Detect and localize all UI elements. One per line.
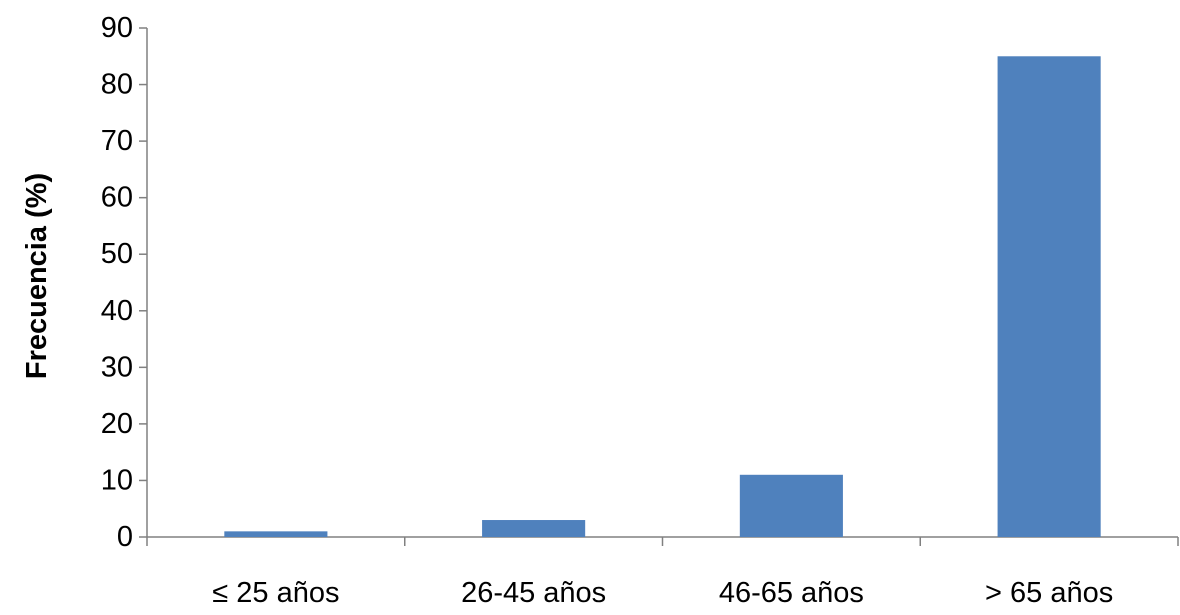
x-tick-label: 26-45 años	[461, 577, 606, 609]
y-tick-label: 50	[101, 238, 133, 270]
y-tick-label: 0	[117, 521, 133, 553]
bar	[739, 474, 843, 537]
y-tick-label: 40	[101, 295, 133, 327]
bar	[224, 531, 328, 537]
y-axis-title: Frecuencia (%)	[21, 173, 53, 379]
y-tick-label: 20	[101, 408, 133, 440]
bar	[997, 56, 1101, 538]
y-tick-label: 60	[101, 182, 133, 214]
x-tick-label: 46-65 años	[719, 577, 864, 609]
x-tick-label: ≤ 25 años	[212, 577, 339, 609]
bar	[482, 520, 586, 537]
bars	[224, 56, 1101, 538]
y-tick-label: 80	[101, 69, 133, 101]
y-tick-label: 10	[101, 464, 133, 496]
y-tick-label: 30	[101, 351, 133, 383]
x-tick-label: > 65 años	[985, 577, 1113, 609]
x-axis: ≤ 25 años 26-45 años 46-65 años > 65 años	[146, 536, 1179, 609]
y-tick-label: 70	[101, 125, 133, 157]
y-tick-label: 90	[101, 12, 133, 44]
y-axis: 0 10 20 30 40 50 60 70 80 90	[101, 12, 148, 553]
